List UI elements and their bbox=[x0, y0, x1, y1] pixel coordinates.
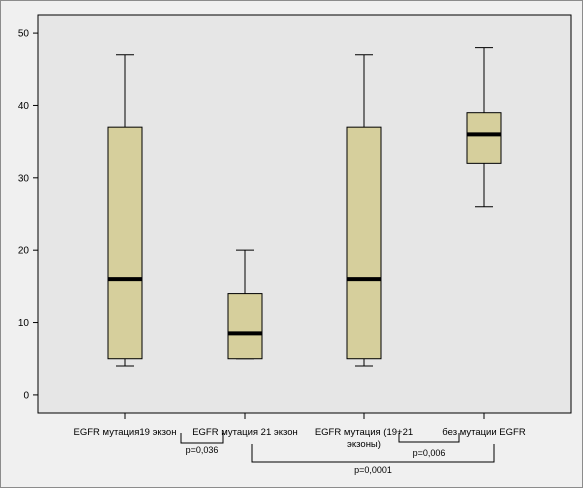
p-bracket-0: p=0,036 bbox=[180, 433, 224, 455]
x-category-label-3: без мутации EGFR bbox=[442, 427, 526, 438]
x-axis: EGFR мутация19 экзон EGFR мутация 21 экзо… bbox=[74, 413, 526, 450]
box-2 bbox=[346, 54, 382, 367]
y-tick-label-10: 10 bbox=[18, 318, 30, 329]
x-category-label-0: EGFR мутация19 экзон bbox=[74, 427, 177, 438]
iqr-box-1 bbox=[227, 293, 263, 360]
iqr-box-0 bbox=[107, 126, 143, 360]
p-bracket-2: p=0,0001 bbox=[251, 444, 495, 475]
box-3 bbox=[466, 47, 502, 208]
significance-annotations: p=0,036 p=0,006 p=0,0001 bbox=[180, 433, 495, 475]
p-value-label-2: p=0,0001 bbox=[354, 465, 392, 475]
p-bracket-line-2 bbox=[251, 444, 495, 463]
box-0 bbox=[107, 54, 143, 367]
iqr-box-2 bbox=[346, 126, 382, 360]
p-value-label-1: p=0,006 bbox=[413, 448, 446, 458]
p-bracket-line-0 bbox=[180, 433, 224, 444]
y-tick-label-30: 30 bbox=[18, 173, 30, 184]
x-category-label-2: EGFR мутация (19+21 bbox=[315, 427, 413, 438]
y-tick-label-0: 0 bbox=[23, 390, 29, 401]
p-value-label-0: p=0,036 bbox=[186, 445, 219, 455]
p-bracket-1: p=0,006 bbox=[398, 433, 460, 458]
y-tick-label-20: 20 bbox=[18, 246, 30, 257]
y-tick-label-40: 40 bbox=[18, 101, 30, 112]
box-1 bbox=[227, 249, 263, 360]
p-bracket-line-1 bbox=[398, 433, 460, 443]
x-category-label-1: EGFR мутация 21 экзон bbox=[192, 427, 298, 438]
y-axis: 0 10 20 30 40 50 bbox=[18, 29, 38, 401]
boxes bbox=[107, 47, 502, 367]
iqr-box-3 bbox=[466, 112, 502, 164]
y-tick-label-50: 50 bbox=[18, 29, 30, 40]
x-category-label-2-line-1: экзоны) bbox=[347, 439, 381, 450]
